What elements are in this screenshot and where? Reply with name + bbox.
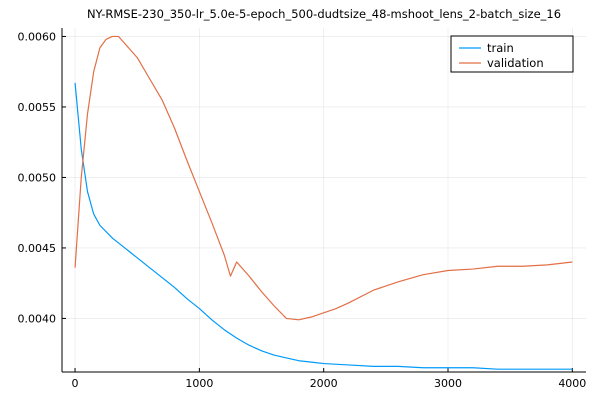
y-tick-label: 0.0050 [18,171,57,184]
y-tick-label: 0.0045 [18,242,57,255]
chart-title: NY-RMSE-230_350-lr_5.0e-5-epoch_500-dudt… [87,7,561,21]
legend-box [450,35,574,73]
x-tick-label: 0 [72,377,79,390]
series-lines [74,35,573,370]
x-tick-label: 3000 [434,377,462,390]
legend-label-validation: validation [487,56,544,70]
y-tick-label: 0.0040 [18,312,57,325]
tick-labels: 0 1000 2000 3000 4000 0.0040 0.0045 0.0050 0.005… [18,30,587,390]
x-tick-label: 4000 [558,377,586,390]
axes [61,28,586,373]
x-tick-label: 1000 [185,377,213,390]
series-line-validation [74,35,573,321]
grid [62,28,586,372]
y-tick-label: 0.0055 [18,101,57,114]
y-tick-label: 0.0060 [18,30,57,43]
series-line-train [74,82,573,370]
x-tick-label: 2000 [310,377,338,390]
legend-label-train: train [487,41,514,55]
